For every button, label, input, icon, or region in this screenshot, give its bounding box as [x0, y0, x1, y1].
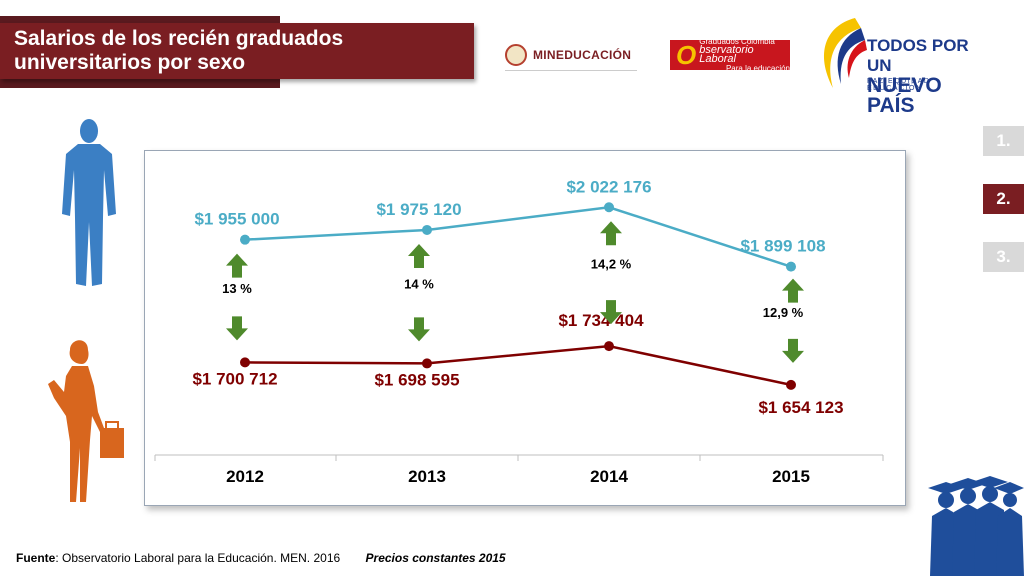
down-arrow-icon-3: [782, 338, 804, 363]
x-tick-label-2014: 2014: [590, 467, 628, 486]
observatorio-top: Graduados Colombia: [699, 37, 775, 46]
todos-line-1: TODOS POR UN: [867, 36, 969, 75]
down-arrow-icon-2: [600, 300, 622, 325]
title-line-2: universitarios por sexo: [14, 51, 246, 74]
down-arrow-icon-0: [226, 316, 248, 341]
todos-line-2: NUEVO PAÍS: [867, 74, 942, 117]
colombia-flag-swoosh-icon: [824, 18, 867, 88]
series-1-data-label-3: $1 654 123: [758, 398, 843, 417]
observatorio-main: bservatorio Laboral: [699, 44, 754, 65]
graduates-group-icon: [928, 476, 1024, 576]
colombia-seal-icon: [505, 44, 527, 66]
up-arrow-icon-0: [226, 253, 248, 278]
source-label: Fuente: [16, 551, 56, 565]
series-0-data-label-2: $2 022 176: [566, 177, 651, 196]
gap-percent-label-1: 14 %: [404, 277, 434, 292]
side-nav-item-1[interactable]: 1.: [983, 126, 1024, 156]
up-arrow-icon-1: [408, 243, 430, 268]
page-title: Salarios de los recién graduados univers…: [14, 27, 343, 75]
chart-panel: 2012 2013 2014 2015 $1 955 000 $1 975 120 $2 0…: [144, 150, 906, 506]
gap-percent-label-3: 12,9 %: [763, 305, 804, 320]
title-line-1: Salarios de los recién graduados: [14, 27, 344, 50]
source-text: : Observatorio Laboral para la Educación…: [55, 551, 341, 565]
series-1-data-label-2: $1 734 404: [558, 311, 644, 330]
side-nav-item-2[interactable]: 2.: [983, 184, 1024, 214]
series-0-data-label-0: $1 955 000: [194, 210, 279, 229]
gap-percent-label-0: 13 %: [222, 281, 252, 296]
x-tick-label-2015: 2015: [772, 467, 810, 486]
series-1-line: [244, 344, 792, 387]
side-nav-item-3[interactable]: 3.: [983, 242, 1024, 272]
series-0-point-1: [422, 224, 432, 235]
series-1-point-3: [786, 379, 796, 390]
observatorio-logo: O Graduados Colombia bservatorio Laboral…: [670, 37, 790, 73]
x-tick-label-2012: 2012: [226, 467, 264, 486]
series-0-point-2: [604, 202, 614, 213]
up-arrow-icon-2: [600, 221, 622, 246]
female-figure-icon: [48, 340, 124, 502]
series-0-point-0: [240, 234, 250, 245]
series-0-data-label-3: $1 899 108: [740, 237, 825, 256]
observatorio-bottom: Para la educación: [725, 64, 790, 73]
series-1-point-1: [422, 358, 432, 369]
series-0-line: [244, 205, 792, 268]
salary-line-chart: 2012 2013 2014 2015 $1 955 000 $1 975 120 $2 0…: [154, 177, 884, 486]
todos-por-un-nuevo-pais-logo: TODOS POR UN NUEVO PAÍS PAZ EQUIDAD EDUC…: [815, 14, 985, 116]
todos-subtitle: PAZ EQUIDAD EDUCACIÓN: [867, 78, 931, 92]
series-1-data-label-1: $1 698 595: [374, 370, 459, 389]
series-1-point-0: [240, 357, 250, 368]
series-1-data-label-0: $1 700 712: [192, 369, 277, 388]
title-banner: Salarios de los recién graduados univers…: [0, 23, 474, 79]
mineducacion-logo: MINEDUCACIÓN: [505, 40, 637, 71]
up-arrow-icon-3: [782, 278, 804, 303]
gap-percent-label-2: 14,2 %: [591, 257, 632, 272]
series-0-point-3: [786, 261, 796, 272]
observatorio-o-glyph: O: [676, 39, 697, 70]
x-tick-label-2013: 2013: [408, 467, 446, 486]
series-1-point-2: [604, 341, 614, 352]
series-0-data-label-1: $1 975 120: [376, 200, 461, 219]
mineducacion-text: MINEDUCACIÓN: [533, 48, 632, 62]
male-figure-icon: [62, 119, 116, 286]
down-arrow-icon-1: [408, 317, 430, 342]
footer-source: Fuente: Observatorio Laboral para la Edu…: [16, 551, 506, 565]
prices-note: Precios constantes 2015: [365, 551, 506, 565]
